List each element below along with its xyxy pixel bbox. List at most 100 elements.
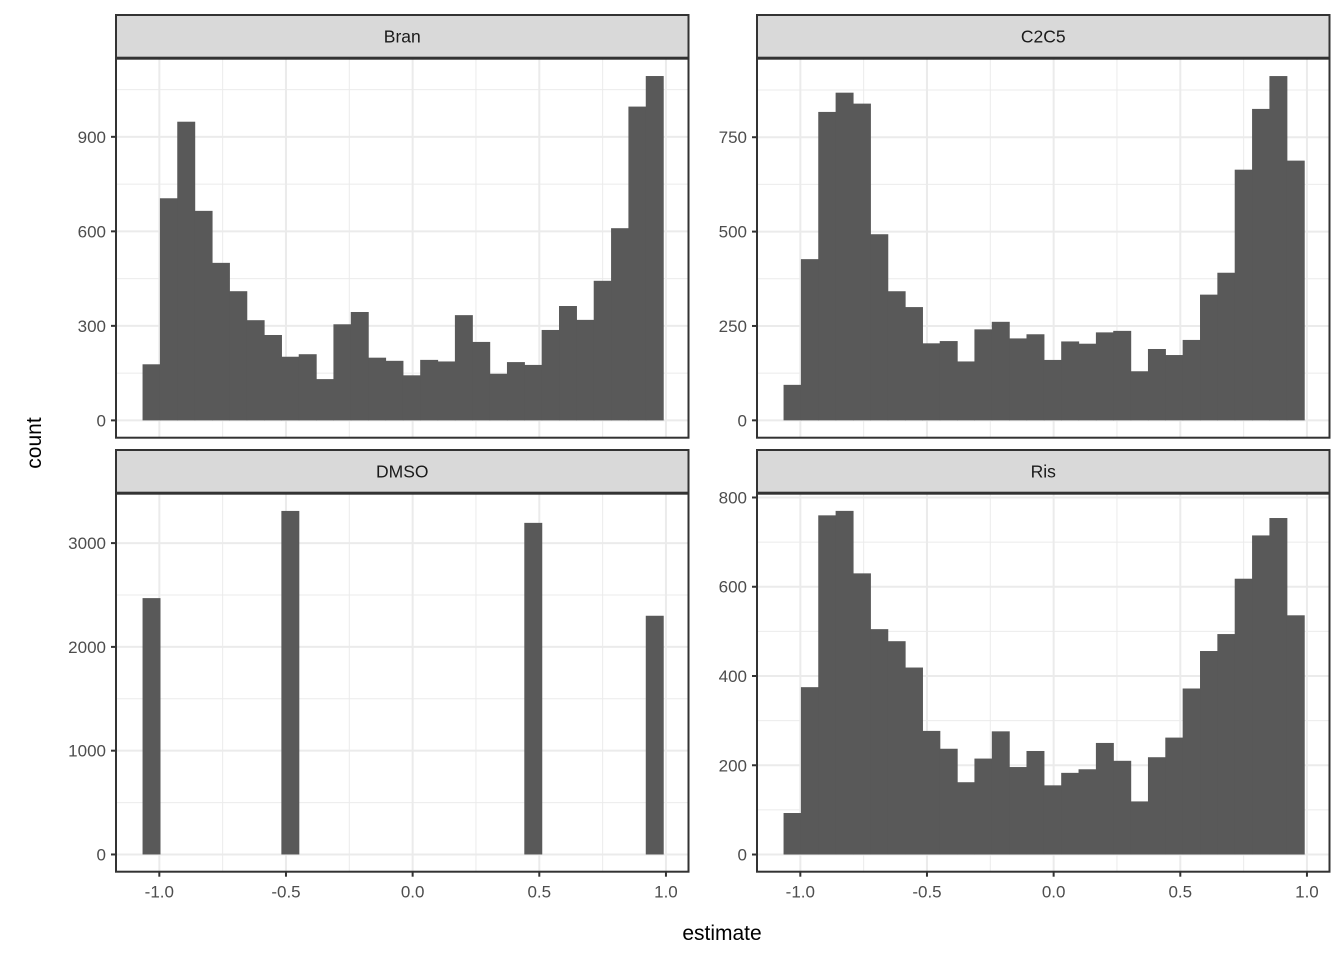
histogram-bar: [385, 360, 404, 421]
y-tick-label: 1000: [68, 742, 106, 761]
histogram-bar: [645, 615, 664, 855]
histogram-bar: [645, 76, 664, 421]
x-tick-label: 1.0: [654, 883, 678, 902]
histogram-bar: [887, 641, 906, 855]
x-tick-label: -1.0: [145, 883, 174, 902]
histogram-bar: [628, 106, 647, 421]
x-tick-label: -0.5: [271, 883, 300, 902]
facet-strip: [115, 449, 690, 494]
histogram-bar: [1078, 343, 1097, 421]
histogram-bar: [1130, 371, 1149, 421]
histogram-bar: [922, 730, 941, 855]
y-tick-label: 400: [718, 667, 746, 686]
histogram-bar: [524, 364, 543, 421]
x-tick-label: 0.0: [401, 883, 425, 902]
histogram-bar: [506, 362, 525, 421]
histogram-bar: [956, 361, 975, 421]
x-tick-label: 0.5: [527, 883, 551, 902]
histogram-bar: [1008, 767, 1027, 855]
histogram-bar: [229, 291, 248, 421]
histogram-bar: [1286, 615, 1305, 855]
histogram-bar: [142, 364, 161, 421]
histogram-bar: [541, 329, 560, 421]
histogram-bar: [524, 522, 543, 855]
histogram-bar: [1026, 750, 1045, 855]
facet-strip: [115, 14, 690, 59]
histogram-bar: [991, 731, 1010, 855]
histogram-bar: [852, 103, 871, 421]
x-axis-title: estimate: [682, 922, 762, 945]
histogram-bar: [1060, 341, 1079, 421]
x-tick-label: 0.0: [1042, 883, 1066, 902]
y-tick-label: 0: [97, 411, 106, 430]
facet-dmso: DMSO 0 1000 2000 3000 -1.0 -0.5 0.0 0.5 1.0: [68, 449, 690, 902]
histogram-bar: [1251, 108, 1270, 421]
histogram-bar: [1147, 348, 1166, 421]
histogram-bar: [159, 198, 178, 421]
histogram-bar: [298, 354, 317, 421]
y-tick-label: 3000: [68, 534, 106, 553]
histogram-bar: [800, 687, 819, 855]
panel-border: [115, 492, 690, 873]
x-tick-label: -1.0: [785, 883, 814, 902]
histogram-bar: [1112, 330, 1131, 421]
facet-c2c5: C2C5 0 250 500 750: [718, 14, 1331, 439]
histogram-bar: [593, 280, 612, 421]
facet-strip: [755, 449, 1331, 494]
histogram-bar: [194, 210, 213, 421]
histogram-bar: [177, 121, 196, 421]
histogram-bar: [1147, 757, 1166, 855]
histogram-bar: [1269, 518, 1288, 855]
y-tick-label: 250: [718, 317, 746, 336]
y-tick-label: 300: [78, 317, 106, 336]
histogram-bar: [922, 343, 941, 421]
histogram-bar: [817, 111, 836, 421]
histogram-bar: [1269, 76, 1288, 421]
y-axis-title: count: [23, 417, 46, 469]
histogram-bar: [991, 321, 1010, 421]
histogram-bar: [1217, 272, 1235, 421]
y-tick-label: 600: [78, 222, 106, 241]
histogram-bar: [904, 667, 923, 855]
histogram-bar: [904, 307, 923, 421]
histogram-bar: [783, 813, 802, 855]
histogram-bar: [211, 262, 230, 421]
histogram-bar: [1199, 294, 1218, 421]
histogram-bar: [402, 375, 421, 421]
y-tick-label: 2000: [68, 638, 106, 657]
histogram-bar: [870, 234, 888, 421]
y-tick-label: 750: [718, 128, 746, 147]
histogram-bar: [817, 515, 836, 855]
histogram-bar: [1251, 535, 1270, 855]
x-tick-label: 0.5: [1168, 883, 1192, 902]
histogram-bar: [835, 510, 854, 855]
histogram-bar: [800, 259, 819, 421]
histogram-bar: [783, 384, 802, 421]
histogram-bar: [1008, 338, 1027, 421]
histogram-bar: [1026, 334, 1045, 421]
histogram-bar: [350, 311, 369, 421]
facet-ris: Ris 0 200 400 600 800 -1.0 -0.5 0.0 0.5 1.0: [718, 449, 1331, 902]
y-tick-label: 600: [718, 578, 746, 597]
histogram-bar: [333, 324, 352, 421]
histogram-bar: [472, 341, 491, 421]
histogram-bar: [1078, 769, 1097, 855]
histogram-bar: [1130, 801, 1149, 855]
histogram-bar: [1217, 634, 1235, 855]
histogram-bar: [974, 758, 993, 855]
histogram-bar: [887, 291, 906, 421]
x-tick-label: -0.5: [912, 883, 941, 902]
y-tick-label: 200: [718, 756, 746, 775]
histogram-bar: [246, 320, 265, 421]
y-tick-label: 0: [737, 411, 746, 430]
y-tick-label: 500: [718, 223, 746, 242]
facet-strip-label: Ris: [1030, 461, 1056, 481]
y-tick-label: 800: [718, 488, 746, 507]
histogram-bar: [454, 315, 473, 421]
histogram-bar: [142, 598, 161, 855]
histogram-bar: [420, 359, 439, 421]
y-tick-label: 0: [737, 846, 746, 865]
histogram-bar: [1043, 785, 1062, 855]
histogram-bar: [559, 306, 577, 421]
y-tick-label: 0: [97, 845, 106, 864]
